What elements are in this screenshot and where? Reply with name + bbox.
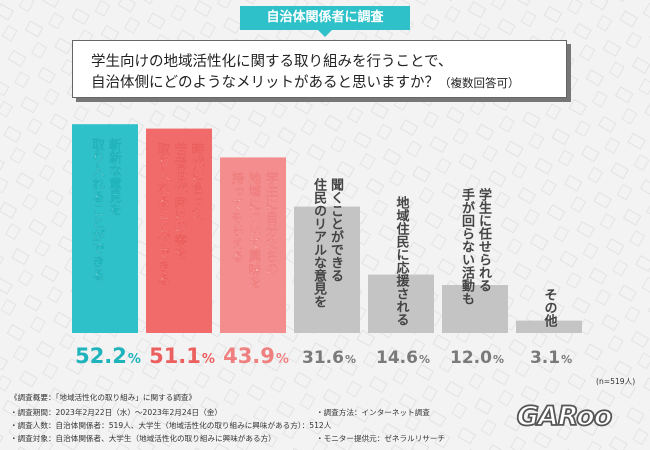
bar-3-value-label: 43.9 — [223, 344, 275, 368]
sample-size-note: (n=519人) — [596, 377, 636, 386]
bar-3 — [220, 157, 286, 333]
bar-3-value-unit: % — [276, 352, 289, 367]
bar-2-label-line-1: 取り入れることができる — [155, 143, 171, 286]
bar-2-value-label: 51.1 — [149, 344, 201, 368]
bar-2 — [146, 128, 212, 333]
bar-7-value-label: 3.1 — [530, 348, 560, 368]
survey-heading: 《調査概要：「地域活性化の取り組み」に関する調査》 — [10, 393, 197, 402]
bar-6-label-line-2: 学生に任せられる — [476, 187, 493, 292]
bar-7 — [516, 320, 582, 333]
bar-4-label-line-1: 住民のリアルな意見を — [311, 177, 328, 308]
survey-count: ・調査人数：自治体関係者：519人、大学生（地域活性化の取り組みに興味がある方）… — [10, 421, 332, 430]
bar-3-label-line-2: 地域について興味を — [246, 171, 262, 289]
question-line-2: 自治体側にどのようなメリットがあると思いますか？（複数回答可） — [91, 71, 520, 92]
question-line-2-text: 自治体側にどのようなメリットがあると思いますか？ — [91, 75, 439, 91]
header-tag: 自治体関係者に調査 — [240, 6, 410, 37]
survey-period: ・調査期間：2023年2月22日（水）〜2023年2月24日（金） — [10, 408, 222, 417]
bar-4-value-label: 31.6 — [302, 348, 344, 368]
bar-7-label-line-1: その他 — [542, 288, 559, 328]
question-line-1: 学生向けの地域活性化に関する取り組みを行うことで、 — [91, 54, 453, 70]
bar-2-label-line-3: 時代に合った — [189, 142, 206, 221]
bar-6-label-line-1: 手が回らない活動も — [459, 187, 475, 305]
bar-5-value-unit: % — [419, 353, 430, 366]
bar-1-label-line-2: 斬新な意見を — [106, 138, 123, 217]
bar-3-label-line-1: 持ってもらえる — [229, 171, 245, 263]
bar-2-value-unit: % — [202, 352, 215, 367]
survey-method: ・調査方法：インターネット調査 — [316, 408, 430, 417]
survey-provider: ・モニター提供元：ゼネラルリサーチ — [316, 434, 446, 443]
bar-4-label-line-2: 聞くことができる — [328, 178, 344, 282]
bar-5-label-line-1: 地域住民に応援される — [394, 195, 410, 326]
garoo-logo: GARoo — [516, 401, 613, 433]
bar-6-value-unit: % — [493, 353, 504, 366]
survey-target: ・調査対象：自治体関係者、大学生（地域活性化の取り組みに興味がある方） — [10, 434, 276, 443]
bar-5 — [368, 274, 434, 333]
bar-1-value-unit: % — [128, 352, 141, 367]
bar-1 — [72, 124, 138, 333]
bar-6 — [442, 285, 508, 333]
bar-4-value-unit: % — [345, 353, 356, 366]
bar-2-label-line-2: 若者世代向けの案を — [172, 142, 189, 260]
question-box: 学生向けの地域活性化に関する取り組みを行うことで、 自治体側にどのようなメリット… — [72, 40, 567, 98]
bar-1-value-label: 52.2 — [75, 344, 127, 368]
bar-5-value-label: 14.6 — [376, 348, 418, 368]
bar-3-label-line-3: 学生に自分たちの — [263, 171, 279, 276]
bar-4 — [294, 206, 360, 333]
bar-6-value-label: 12.0 — [450, 348, 492, 368]
question-multiple-note: （複数回答可） — [439, 76, 520, 90]
bar-7-value-unit: % — [561, 353, 572, 366]
bar-1-label-line-1: 取り入れることができる — [89, 138, 105, 281]
